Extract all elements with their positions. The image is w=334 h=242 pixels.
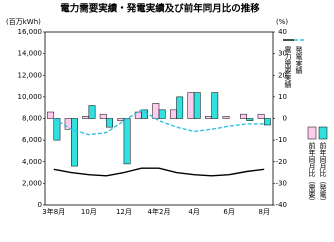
y2-tick-label: 0 bbox=[283, 115, 287, 123]
y-tick-label: 16,000 bbox=[18, 28, 43, 36]
legend-swatch bbox=[318, 126, 328, 140]
y2-tick-label: -20 bbox=[276, 158, 287, 166]
bar bbox=[257, 113, 265, 119]
y-tick-label: 8,000 bbox=[22, 115, 42, 123]
y2-tick-label: 30 bbox=[278, 50, 287, 58]
legend-label: 電力需要実績 bbox=[284, 46, 292, 89]
chart-title: 電力需要実績・発電実績及び前年同月比の推移 bbox=[60, 3, 260, 15]
y-tick-label: 4,000 bbox=[22, 158, 42, 166]
bar bbox=[152, 103, 160, 119]
x-tick-label: 4年2月 bbox=[148, 207, 171, 216]
bar bbox=[263, 118, 271, 126]
legend-swatch bbox=[307, 126, 317, 140]
bar bbox=[71, 118, 78, 167]
legend-label: 前年同月比（需要） bbox=[308, 141, 316, 205]
bar bbox=[240, 113, 247, 119]
bar bbox=[169, 109, 177, 119]
x-tick-label: 6月 bbox=[223, 208, 234, 216]
bar bbox=[158, 109, 166, 119]
bar bbox=[246, 118, 254, 121]
x-tick-label: 12月 bbox=[116, 208, 132, 216]
bar bbox=[106, 118, 113, 128]
bar bbox=[211, 92, 219, 119]
y2-axis-label: (%) bbox=[276, 18, 288, 26]
y-tick-label: 14,000 bbox=[18, 50, 43, 58]
bar bbox=[205, 116, 212, 119]
y2-tick-label: 10 bbox=[278, 93, 287, 101]
bar bbox=[123, 118, 131, 165]
y2-tick-label: 40 bbox=[278, 28, 287, 36]
x-tick-label: 10月 bbox=[81, 208, 97, 216]
bar bbox=[222, 116, 230, 119]
line-series bbox=[53, 108, 265, 136]
y-tick-label: 2,000 bbox=[22, 179, 42, 187]
bar bbox=[53, 118, 61, 141]
y-tick-label: 10,000 bbox=[18, 93, 43, 101]
bar bbox=[141, 109, 149, 119]
y-axis-label: (百万kWh) bbox=[6, 18, 41, 26]
bar bbox=[193, 92, 201, 119]
bar bbox=[99, 113, 107, 119]
bar bbox=[82, 116, 90, 119]
y2-tick-label: 20 bbox=[278, 71, 287, 79]
y-tick-label: 12,000 bbox=[18, 71, 43, 79]
bar bbox=[47, 111, 55, 119]
bar bbox=[64, 118, 72, 130]
bar bbox=[176, 96, 184, 119]
x-tick-label: 4月 bbox=[188, 208, 199, 216]
bar bbox=[88, 105, 96, 119]
y2-tick-label: -10 bbox=[276, 136, 287, 144]
bar bbox=[117, 118, 125, 121]
line-series bbox=[53, 167, 265, 177]
x-tick-label: 8月 bbox=[258, 208, 269, 216]
y-tick-label: 0 bbox=[38, 201, 42, 209]
y2-tick-label: -30 bbox=[276, 179, 287, 187]
y-tick-label: 6,000 bbox=[22, 136, 42, 144]
x-tick-label: 3年8月 bbox=[42, 207, 65, 216]
y2-tick-label: -40 bbox=[276, 201, 287, 209]
bar bbox=[187, 92, 195, 119]
legend-label: 発電実績 bbox=[295, 45, 303, 75]
legend-label: 前年同月比（発電） bbox=[319, 141, 327, 205]
